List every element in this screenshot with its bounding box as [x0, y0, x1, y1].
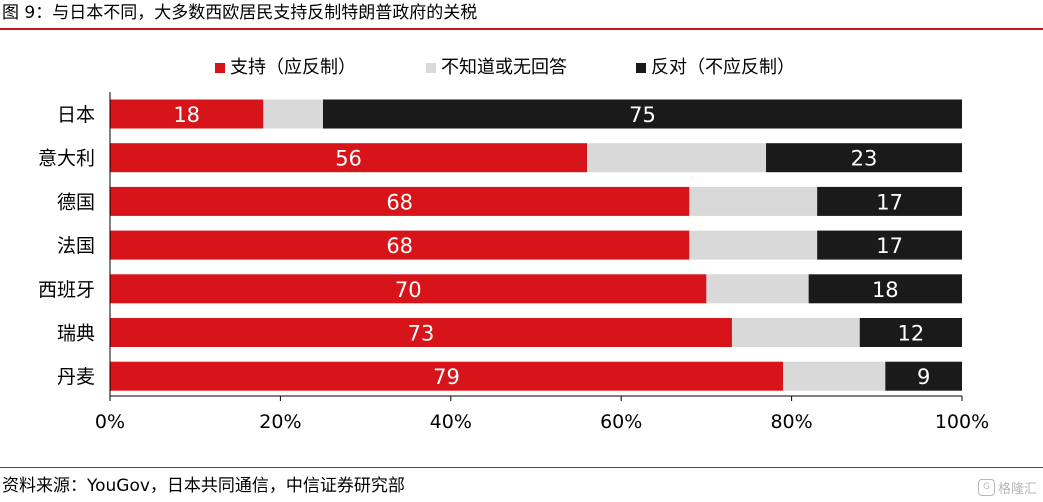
x-tick-label-4: 80% — [770, 411, 812, 433]
watermark-logo-icon: G — [977, 479, 995, 496]
data-label-0-2: 68 — [386, 190, 413, 214]
data-label-2-4: 18 — [872, 278, 899, 302]
legend-label-2: 反对（不应反制） — [651, 57, 795, 78]
category-label-3: 法国 — [57, 235, 95, 257]
data-label-0-1: 56 — [335, 147, 362, 171]
category-label-5: 瑞典 — [57, 323, 95, 345]
bar-0-0 — [110, 99, 264, 129]
bar-2-3 — [817, 230, 962, 260]
x-axis: 0% 20% 40% 60% 80% 100% — [95, 92, 989, 433]
data-label-2-0: 75 — [629, 103, 656, 127]
data-label-2-3: 17 — [876, 234, 903, 258]
data-label-2-6: 9 — [917, 365, 930, 389]
data-label-0-4: 70 — [395, 278, 422, 302]
bar-1-3 — [689, 230, 818, 260]
bar-0-5 — [110, 318, 732, 347]
watermark: G 格隆汇 — [977, 478, 1037, 497]
bar-0-6 — [110, 361, 784, 391]
bar-0-4 — [110, 274, 707, 304]
category-label-6: 丹麦 — [57, 366, 95, 388]
bar-2-5 — [859, 318, 962, 347]
legend-swatch-2 — [636, 63, 646, 73]
watermark-text: 格隆汇 — [997, 482, 1037, 497]
x-tick-label-0: 0% — [95, 411, 125, 433]
bar-2-0 — [323, 99, 962, 129]
figure-title: 图 9：与日本不同，大多数西欧居民支持反制特朗普政府的关税 — [2, 3, 478, 23]
data-label-0-3: 68 — [386, 234, 413, 258]
bar-0-1 — [110, 143, 588, 173]
bar-0-3 — [110, 230, 690, 260]
stacked-bar-chart: 支持（应反制） 不知道或无回答 反对（不应反制） 18 75 56 23 68 17 68 17 7… — [38, 57, 989, 433]
legend-label-1: 不知道或无回答 — [441, 57, 567, 78]
data-label-0-5: 73 — [408, 322, 435, 346]
data-label-0-6: 79 — [433, 365, 460, 389]
legend-swatch-1 — [426, 63, 436, 73]
bar-1-1 — [587, 143, 767, 173]
bar-1-0 — [263, 99, 323, 129]
bar-1-6 — [783, 361, 886, 391]
category-label-1: 意大利 — [38, 148, 95, 170]
bar-1-2 — [689, 186, 818, 216]
chart-legend: 支持（应反制） 不知道或无回答 反对（不应反制） — [215, 57, 795, 78]
category-label-4: 西班牙 — [38, 279, 95, 301]
bar-2-4 — [808, 274, 962, 304]
x-tick-label-5: 100% — [935, 411, 989, 433]
source-note: 资料来源：YouGov，日本共同通信，中信证券研究部 — [2, 476, 405, 496]
data-label-0-0: 18 — [173, 103, 200, 127]
x-tick-label-1: 20% — [259, 411, 301, 433]
bar-1-5 — [731, 318, 860, 347]
category-label-0: 日本 — [57, 104, 95, 126]
x-tick-label-2: 40% — [430, 411, 472, 433]
x-tick-label-3: 60% — [600, 411, 642, 433]
legend-swatch-0 — [215, 63, 225, 73]
bar-2-1 — [766, 143, 962, 173]
title-rule — [0, 28, 1043, 30]
legend-label-0: 支持（应反制） — [230, 57, 356, 78]
bar-0-2 — [110, 186, 690, 216]
data-label-2-2: 17 — [876, 190, 903, 214]
category-label-2: 德国 — [57, 191, 95, 213]
data-label-2-1: 23 — [851, 147, 878, 171]
bar-2-2 — [817, 186, 962, 216]
bar-2-6 — [885, 361, 962, 391]
bar-1-4 — [706, 274, 809, 304]
source-rule — [0, 467, 1043, 468]
chart-bars: 18 75 56 23 68 17 68 17 70 18 73 12 79 9 — [110, 99, 962, 391]
data-label-2-5: 12 — [898, 322, 925, 346]
